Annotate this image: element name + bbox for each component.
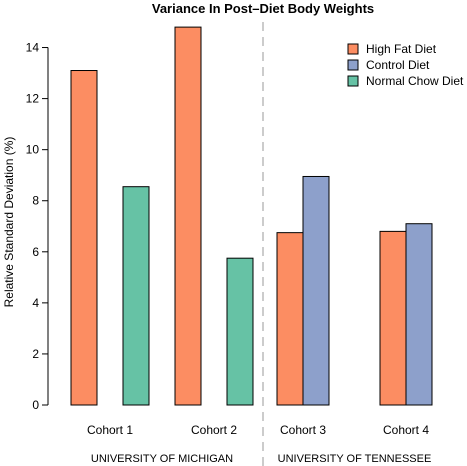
y-tick-label: 0	[32, 398, 39, 412]
bar-normal-chow-diet-cohort-2	[227, 258, 253, 405]
bar-high-fat-diet-cohort-2	[175, 27, 201, 405]
legend-label: Control Diet	[366, 58, 430, 72]
y-tick-label: 8	[32, 194, 39, 208]
legend-swatch	[348, 60, 358, 70]
x-tick-label: Cohort 2	[191, 423, 237, 437]
y-axis: 0 2 4 6 8 10 12 14	[26, 41, 48, 412]
legend: High Fat Diet Control Diet Normal Chow Die…	[348, 42, 464, 88]
legend-label: High Fat Diet	[366, 42, 437, 56]
y-tick-label: 4	[32, 296, 39, 310]
x-tick-label: Cohort 4	[383, 423, 429, 437]
bar-control-diet-cohort-4	[406, 224, 432, 405]
bar-high-fat-diet-cohort-3	[277, 233, 303, 405]
y-tick-label: 6	[32, 245, 39, 259]
legend-label: Normal Chow Diet	[366, 74, 464, 88]
x-tick-label: Cohort 3	[280, 423, 326, 437]
y-tick-label: 14	[26, 41, 40, 55]
x-axis-labels: Cohort 1 Cohort 2 Cohort 3 Cohort 4	[87, 423, 429, 437]
legend-swatch	[348, 44, 358, 54]
bar-high-fat-diet-cohort-1	[71, 71, 97, 405]
y-tick-label: 12	[26, 92, 40, 106]
group-labels: UNIVERSITY OF MICHIGAN UNIVERSITY OF TENN…	[91, 453, 431, 465]
group-label: UNIVERSITY OF TENNESSEE	[278, 453, 432, 465]
bar-high-fat-diet-cohort-4	[380, 231, 406, 405]
y-tick-label: 2	[32, 347, 39, 361]
y-tick-label: 10	[26, 143, 40, 157]
legend-swatch	[348, 76, 358, 86]
group-label: UNIVERSITY OF MICHIGAN	[91, 453, 233, 465]
chart-title: Variance In Post–Diet Body Weights	[152, 1, 374, 16]
y-axis-label: Relative Standard Deviation (%)	[2, 137, 16, 308]
bar-normal-chow-diet-cohort-1	[123, 187, 149, 405]
bar-control-diet-cohort-3	[303, 176, 329, 405]
x-tick-label: Cohort 1	[87, 423, 133, 437]
